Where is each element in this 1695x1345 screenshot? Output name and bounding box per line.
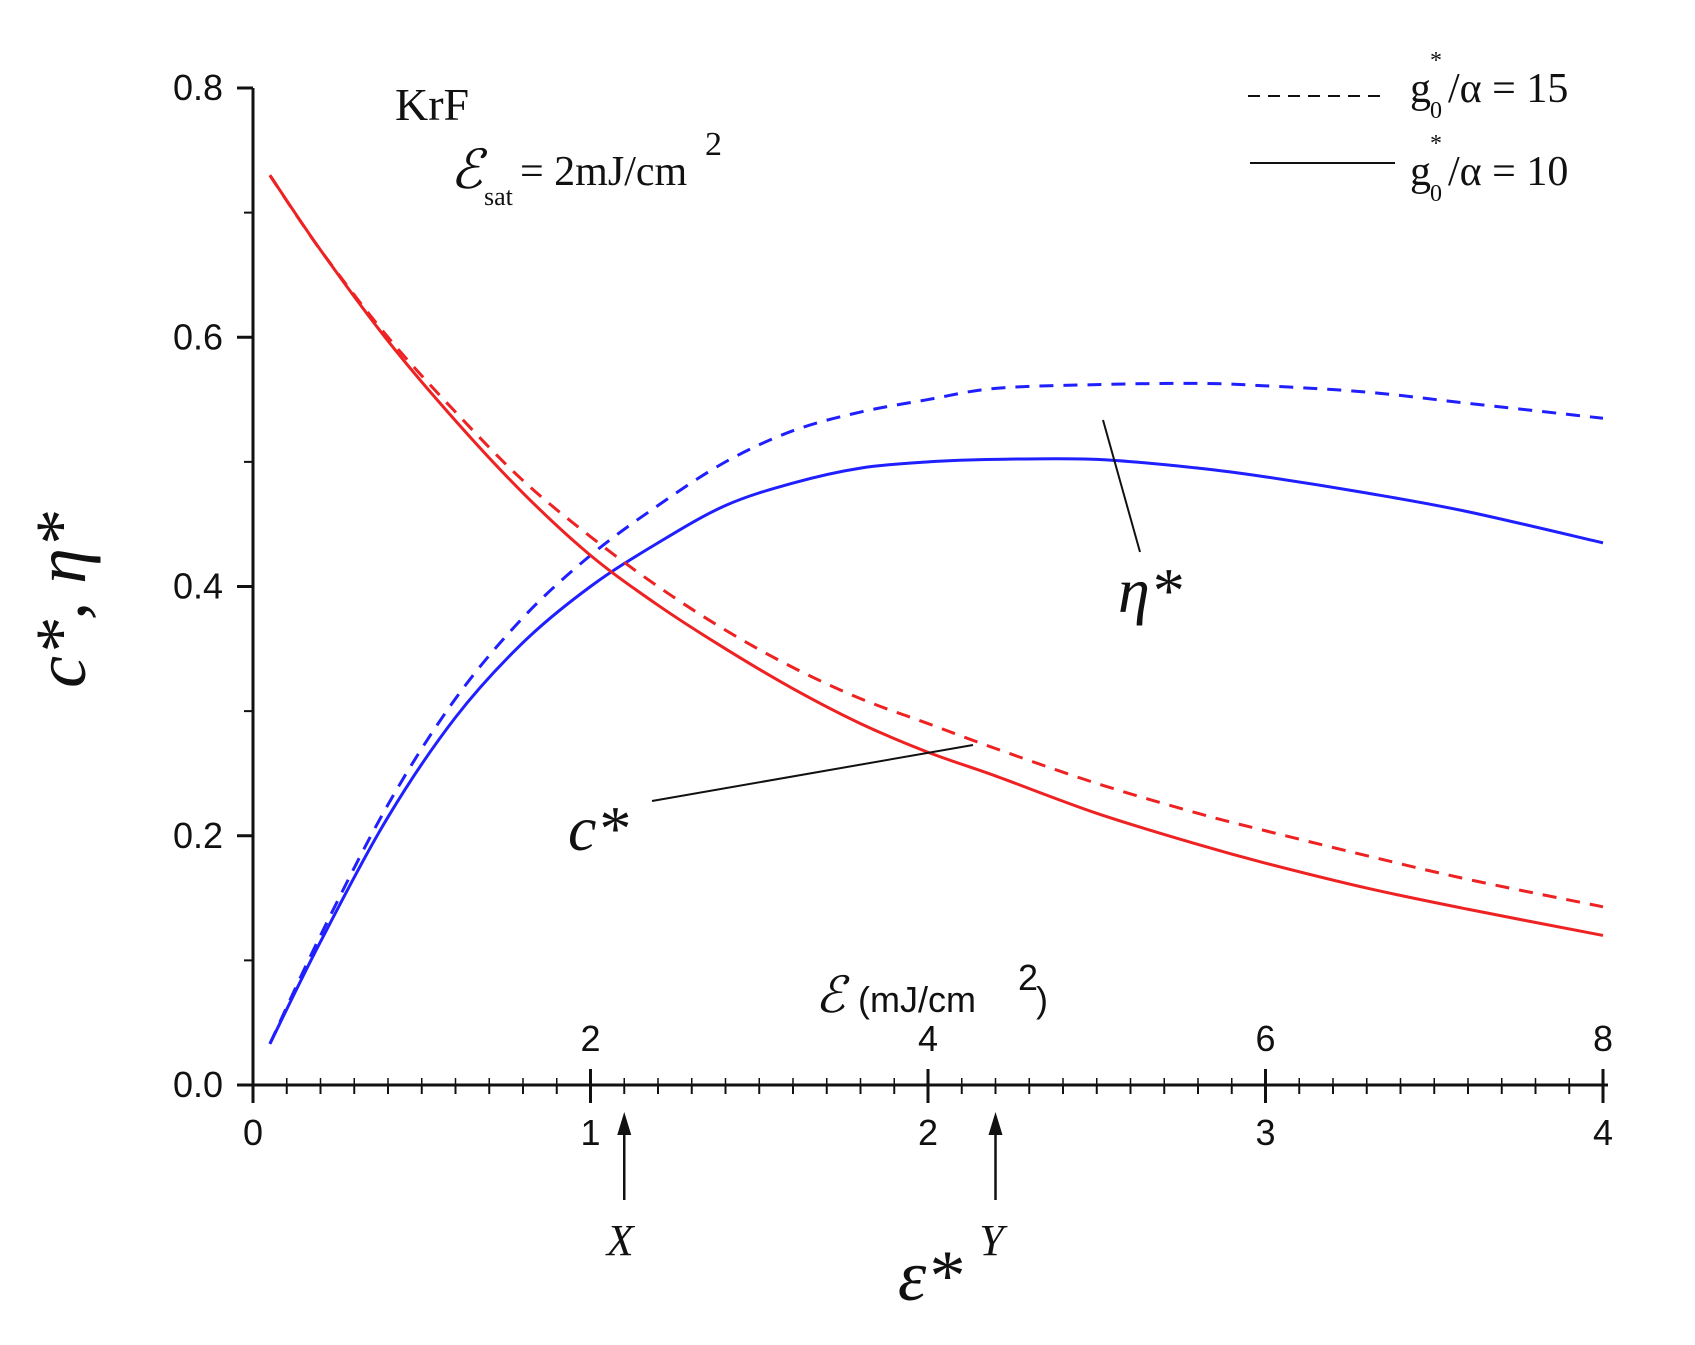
chart-title: KrF [395,79,469,130]
top-axis-superscript: 2 [1018,957,1038,998]
top-axis-close: ) [1036,979,1048,1020]
series-c-solid [268,174,1604,937]
sat-subscript: sat [484,182,514,211]
x-tick-label: 3 [1255,1112,1275,1153]
eta-curve-label: η* [1118,555,1182,626]
marker-Y-label: Y [979,1216,1008,1265]
sat-annotation: ℰ sat = 2mJ/cm 2 [450,126,722,211]
sat-superscript: 2 [705,126,722,163]
marker-Y-arrow-head [988,1112,1003,1135]
top-tick-label: 6 [1255,1018,1275,1059]
legend-dashed-g: g [1410,66,1431,112]
series-eta-solid [268,457,1604,1045]
legend-dashed-sup: * [1430,48,1442,74]
y-tick-label: 0.0 [173,1064,223,1105]
top-axis-text: (mJ/cm [858,979,976,1020]
y-tick-label: 0.8 [173,67,223,108]
legend-dashed-sub: 0 [1430,98,1442,124]
series-eta-dashed [268,381,1604,1045]
sat-value: = 2mJ/cm [520,149,688,195]
x-tick-label: 1 [580,1112,600,1153]
top-tick-label: 4 [918,1018,938,1059]
axes [251,88,1608,1087]
legend-solid-text: /α = 10 [1448,149,1568,195]
y-axis-title: c*, η* [21,512,101,688]
marker-X-label: X [605,1216,636,1265]
eta-label-group: η* [1102,419,1182,626]
top-axis-label: ℰ (mJ/cm 2 ) [815,957,1048,1023]
legend-solid-sub: 0 [1430,181,1442,207]
legend: g * 0 /α = 15 g * 0 /α = 10 [1248,48,1568,207]
x-axis-title: ε* [898,1236,962,1316]
series-layer [268,174,1604,1045]
x-tick-label: 4 [1593,1112,1613,1153]
top-tick-label: 8 [1593,1018,1613,1059]
y-tick-label: 0.6 [173,316,223,357]
top-axis-symbol: ℰ [815,967,850,1023]
x-tick-label: 2 [918,1112,938,1153]
y-tick-label: 0.4 [173,566,223,607]
sat-symbol: ℰ [450,140,488,200]
y-tick-label: 0.2 [173,815,223,856]
c-curve-label: c* [568,793,628,864]
x-tick-label: 0 [243,1112,263,1153]
legend-dashed-text: /α = 15 [1448,66,1568,112]
legend-solid-g: g [1410,149,1431,195]
top-tick-label: 2 [580,1018,600,1059]
c-label-group: c* [568,744,974,864]
eta-leader-line [1102,419,1141,553]
marker-X-arrow-head [617,1112,632,1135]
c-leader-line [651,744,974,802]
series-c-dashed [268,174,1604,909]
ticks: 0.0 0.2 0.4 0.6 0.8 0 1 2 3 4 2 4 6 8 [173,67,1613,1153]
legend-solid-sup: * [1430,131,1442,157]
